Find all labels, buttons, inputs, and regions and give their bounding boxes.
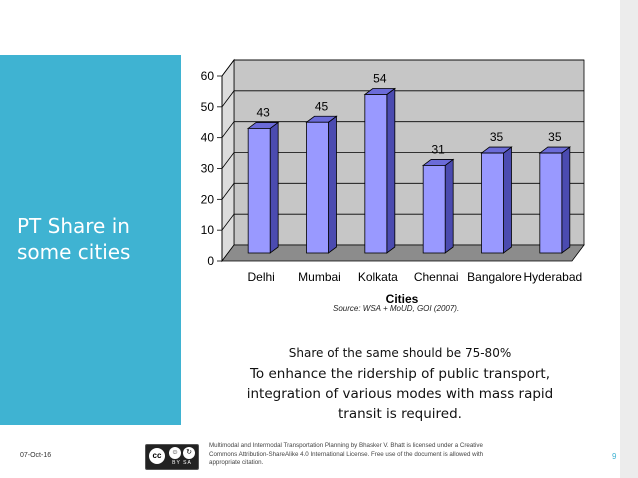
bar-side	[269, 121, 279, 254]
pt-share-bar-chart: 0 10 20 30 40 50 60 43 Delhi 45 Mumbai 54 Kolkata 31 C…	[201, 58, 585, 306]
y-tick-label: 20	[201, 192, 215, 206]
bar-front	[247, 128, 271, 254]
license-text: Multimodal and Intermodal Transportation…	[209, 442, 484, 467]
bar-front	[539, 152, 563, 254]
bar-data-label: 35	[548, 130, 562, 144]
gridline	[221, 121, 584, 138]
bar-data-label: 43	[256, 105, 270, 119]
slide-caption: Share of the same should be 75-80% To en…	[240, 346, 560, 424]
bar-side	[386, 87, 396, 254]
x-tick-label: Hyderabad	[523, 270, 582, 284]
bar	[363, 87, 397, 254]
bar	[421, 158, 455, 254]
slide-title-line-1: PT Share in	[17, 214, 130, 238]
caption-line-1: Share of the same should be 75-80%	[288, 346, 512, 360]
bar-side	[444, 158, 454, 254]
y-tick-label: 30	[201, 162, 215, 176]
bar-front	[364, 94, 388, 254]
y-tick-label: 40	[201, 131, 215, 145]
chart-labels: 0 10 20 30 40 50 60 43 Delhi 45 Mumbai 54 Kolkata 31 C…	[201, 69, 583, 306]
bar-front	[481, 152, 504, 254]
x-axis-title: Cities	[386, 292, 419, 306]
y-tick-label: 0	[207, 254, 214, 268]
page-number: 9	[612, 452, 617, 461]
x-tick-label: Chennai	[414, 270, 459, 284]
chart-source: Source: WSA + MoUD, GOI (2007).	[333, 304, 460, 313]
caption-line-2: To enhance the ridership of public trans…	[246, 366, 554, 422]
cc-icon: cc	[149, 448, 165, 464]
bar	[305, 115, 338, 254]
x-tick-label: Delhi	[247, 270, 274, 284]
bar-side	[503, 146, 512, 254]
attribution-icon: ☺	[169, 447, 181, 459]
bar-front	[422, 165, 446, 254]
bar	[246, 121, 280, 254]
bar-data-label: 45	[315, 99, 329, 113]
bar-data-label: 35	[490, 130, 504, 144]
slide-title: PT Share in some cities	[17, 213, 177, 265]
x-tick-label: Bangalore	[467, 270, 522, 284]
bar	[480, 146, 513, 254]
left-accent-panel	[0, 55, 181, 425]
right-scroll-strip	[620, 0, 638, 478]
slide-title-line-2: some cities	[17, 240, 131, 264]
cc-license-badge[interactable]: cc ☺ ↻ BY SA	[145, 444, 199, 470]
bar-data-label: 54	[373, 72, 387, 86]
x-tick-label: Kolkata	[358, 270, 398, 284]
y-tick-label: 50	[201, 100, 215, 114]
gridline	[221, 90, 584, 108]
footer-date: 07-Oct-16	[20, 452, 52, 459]
cc-badge-text: BY SA	[172, 460, 192, 466]
sharealike-icon: ↻	[183, 447, 195, 459]
y-tick-label: 10	[201, 223, 215, 237]
gridline	[221, 182, 584, 200]
x-tick-label: Mumbai	[298, 270, 341, 284]
bar-side	[561, 146, 571, 254]
chart-bars	[246, 87, 572, 254]
bar-front	[306, 121, 329, 254]
gridline	[221, 152, 584, 169]
gridline	[221, 213, 584, 231]
bar	[538, 146, 572, 254]
bar-side	[328, 115, 337, 254]
bar-data-label: 31	[431, 142, 445, 156]
y-tick-label: 60	[201, 69, 215, 83]
gridline	[221, 59, 584, 77]
